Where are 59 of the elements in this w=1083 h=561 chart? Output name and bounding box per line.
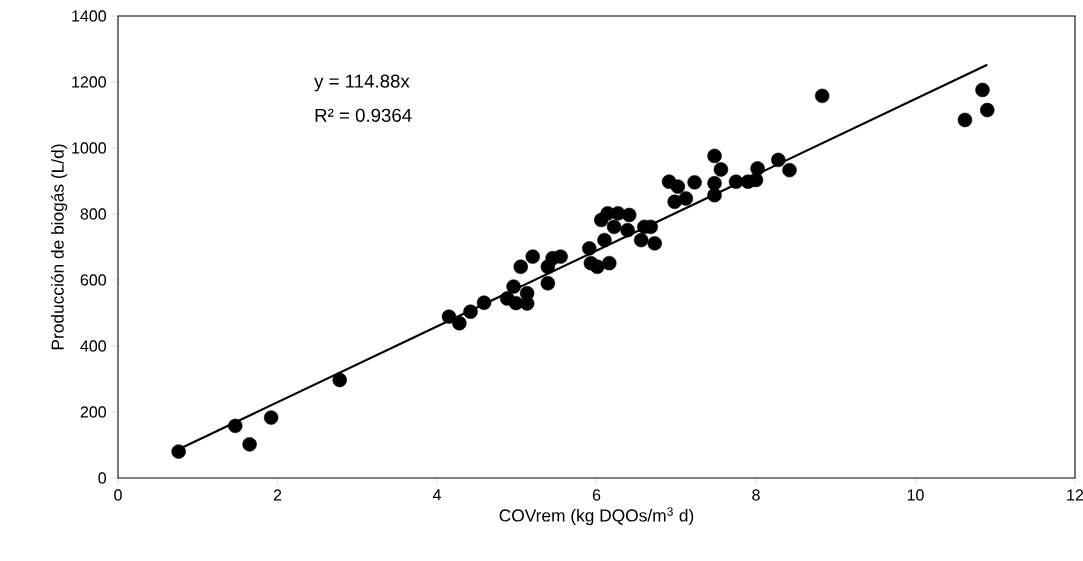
x-axis-title: COVrem (kg DQOs/m$^{3}$ d) [499,507,694,526]
x-tick-label: 2 [273,489,282,501]
point [525,249,540,264]
x-tick-label: 4 [432,489,441,501]
x-tick-label: 6 [592,489,601,501]
y-tick-label: 1400 [72,10,107,22]
point [748,172,764,188]
y-tick-label: 800 [80,208,107,220]
y-tick-label: 600 [80,274,107,286]
annotation: R² = 0.9364 [315,108,412,122]
point [814,88,830,104]
point [263,410,279,425]
y-axis-title: Producción de biogás (L/d) [50,144,68,350]
point [513,259,528,274]
point [590,259,605,274]
point [553,249,568,264]
y-tick-label: 1200 [72,76,107,88]
point [332,372,347,388]
point [713,162,729,177]
y-tick-label: 0 [98,472,107,484]
point [728,174,744,189]
point [678,191,694,206]
point [582,241,597,256]
point [771,152,786,168]
point [633,232,649,248]
annotation: y = 114.88x [314,74,410,92]
x-tick-label: 8 [752,489,760,501]
point [540,276,556,291]
x-tick-label: 0 [114,489,122,501]
point [506,279,521,294]
point [687,175,702,190]
point [647,236,662,251]
point [670,179,686,194]
point [750,161,765,176]
point [707,148,722,164]
point [242,437,257,452]
point [602,255,617,271]
point [782,162,797,178]
point [171,444,186,459]
point [441,309,457,324]
point [707,176,722,191]
point [519,296,535,311]
point [975,82,990,98]
y-tick-label: 200 [80,406,107,418]
point [622,207,637,223]
y-tick-label: 400 [80,340,107,352]
point [463,304,478,319]
x-tick-label: 12 [1067,489,1083,501]
point [620,222,635,238]
point [606,219,622,235]
point [957,112,973,128]
point [707,187,722,203]
point [476,295,492,310]
x-tick-label: 10 [907,489,924,501]
point [980,102,995,118]
point [452,316,467,331]
point [228,418,243,434]
y-tick-label: 1000 [72,142,107,154]
point [597,232,612,248]
